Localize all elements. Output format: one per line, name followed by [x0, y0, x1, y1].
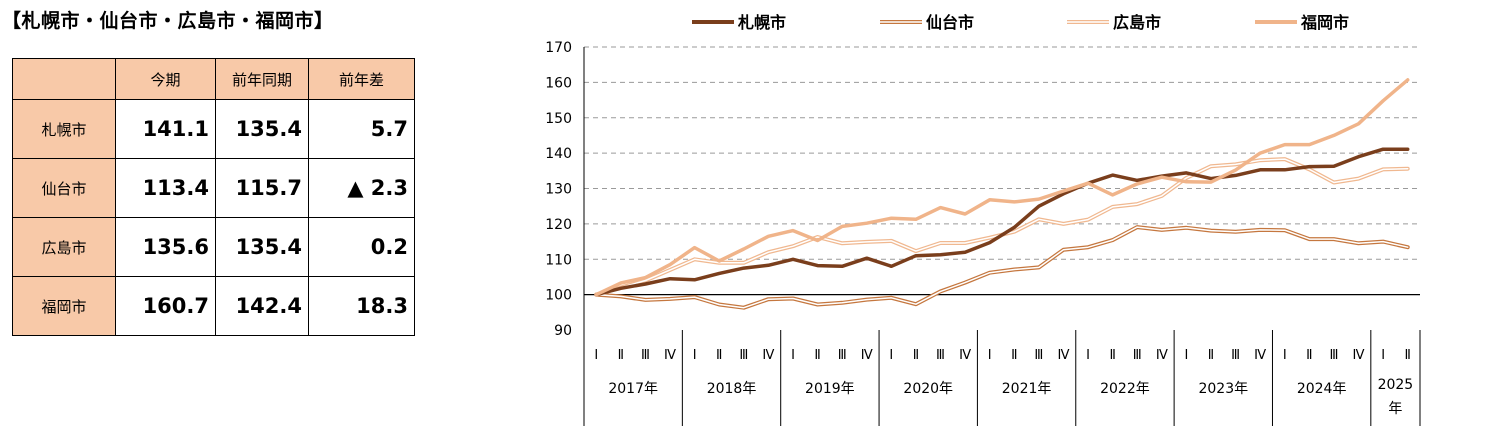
series-line-1-inner	[595, 226, 1409, 309]
quarter-label: Ⅱ	[618, 348, 624, 363]
city-label: 広島市	[12, 217, 116, 277]
series-line-0	[594, 147, 1410, 297]
year-label: 2019年	[805, 381, 855, 397]
table-row: 福岡市 160.7 142.4 18.3	[12, 276, 415, 336]
page-title: 【札幌市・仙台市・広島市・福岡市】	[2, 10, 334, 32]
series-line-3	[594, 78, 1410, 297]
diff-value: 18.3	[308, 276, 415, 336]
current-value: 135.6	[115, 217, 216, 277]
quarter-label: Ⅱ	[913, 348, 919, 363]
quarter-label: Ⅱ	[1011, 348, 1017, 363]
y-tick-label: 160	[545, 75, 572, 91]
quarter-label: Ⅳ	[1156, 348, 1168, 363]
city-label: 札幌市	[12, 99, 116, 159]
quarter-label: Ⅳ	[1057, 348, 1069, 363]
quarter-label: Ⅲ	[1034, 348, 1043, 363]
quarter-label: Ⅲ	[641, 348, 650, 363]
quarter-label: Ⅳ	[1254, 348, 1266, 363]
quarter-label: Ⅲ	[1231, 348, 1240, 363]
quarter-label: Ⅱ	[716, 348, 722, 363]
quarter-label: Ⅳ	[664, 348, 676, 363]
current-value: 141.1	[115, 99, 216, 159]
quarter-label: Ⅳ	[959, 348, 971, 363]
y-tick-label: 150	[545, 111, 572, 127]
year-label: 2017年	[608, 381, 658, 397]
quarter-label: Ⅱ	[1208, 348, 1214, 363]
series-line-1	[594, 225, 1410, 310]
quarter-label: Ⅰ	[1184, 348, 1188, 363]
year-label: 2022年	[1100, 381, 1150, 397]
year-label: 2024年	[1297, 381, 1347, 397]
header-diff: 前年差	[308, 58, 415, 100]
legend-label: 仙台市	[926, 13, 974, 32]
year-label: 2018年	[707, 381, 757, 397]
quarter-label: Ⅱ	[814, 348, 820, 363]
summary-table: 今期 前年同期 前年差 札幌市 141.1 135.4 5.7 仙台市 113.…	[12, 58, 415, 336]
year-label: 2020年	[903, 381, 953, 397]
previous-value: 142.4	[215, 276, 309, 336]
y-tick-label: 110	[545, 252, 572, 268]
quarter-label: Ⅳ	[762, 348, 774, 363]
quarter-label: Ⅳ	[1353, 348, 1365, 363]
y-tick-label: 130	[545, 182, 572, 198]
y-tick-label: 170	[545, 40, 572, 56]
y-tick-label: 120	[545, 217, 572, 233]
y-tick-label: 90	[554, 323, 572, 339]
table-row: 仙台市 113.4 115.7 ▲ 2.3	[12, 158, 415, 218]
quarter-label: Ⅰ	[889, 348, 893, 363]
table-row: 広島市 135.6 135.4 0.2	[12, 217, 415, 277]
quarter-label: Ⅰ	[1381, 348, 1385, 363]
legend-label: 札幌市	[737, 13, 786, 32]
y-tick-label: 100	[545, 288, 572, 304]
y-tick-label: 140	[545, 146, 572, 162]
quarter-label: Ⅲ	[936, 348, 945, 363]
previous-value: 135.4	[215, 217, 309, 277]
quarter-label: Ⅳ	[861, 348, 873, 363]
previous-value: 135.4	[215, 99, 309, 159]
quarter-label: Ⅱ	[1306, 348, 1312, 363]
legend-label: 福岡市	[1300, 13, 1349, 32]
quarter-label: Ⅱ	[1405, 348, 1411, 363]
quarter-label: Ⅲ	[1133, 348, 1142, 363]
quarter-label: Ⅲ	[1329, 348, 1338, 363]
legend-label: 広島市	[1113, 13, 1161, 32]
quarter-label: Ⅰ	[1283, 348, 1287, 363]
table-row: 札幌市 141.1 135.4 5.7	[12, 99, 415, 159]
diff-value: ▲ 2.3	[308, 158, 415, 218]
city-label: 仙台市	[12, 158, 116, 218]
quarter-label: Ⅰ	[693, 348, 697, 363]
quarter-label: Ⅰ	[988, 348, 992, 363]
year-label: 2023年	[1198, 381, 1248, 397]
quarter-label: Ⅲ	[739, 348, 748, 363]
quarter-label: Ⅰ	[791, 348, 795, 363]
year-label-suffix: 年	[1388, 401, 1402, 417]
summary-table-header: 今期 前年同期 前年差	[12, 58, 415, 100]
year-label: 2021年	[1002, 381, 1052, 397]
quarter-label: Ⅱ	[1109, 348, 1115, 363]
quarter-label: Ⅲ	[838, 348, 847, 363]
quarter-label: Ⅰ	[594, 348, 598, 363]
year-label: 2025	[1378, 377, 1414, 393]
quarter-label: Ⅰ	[1086, 348, 1090, 363]
